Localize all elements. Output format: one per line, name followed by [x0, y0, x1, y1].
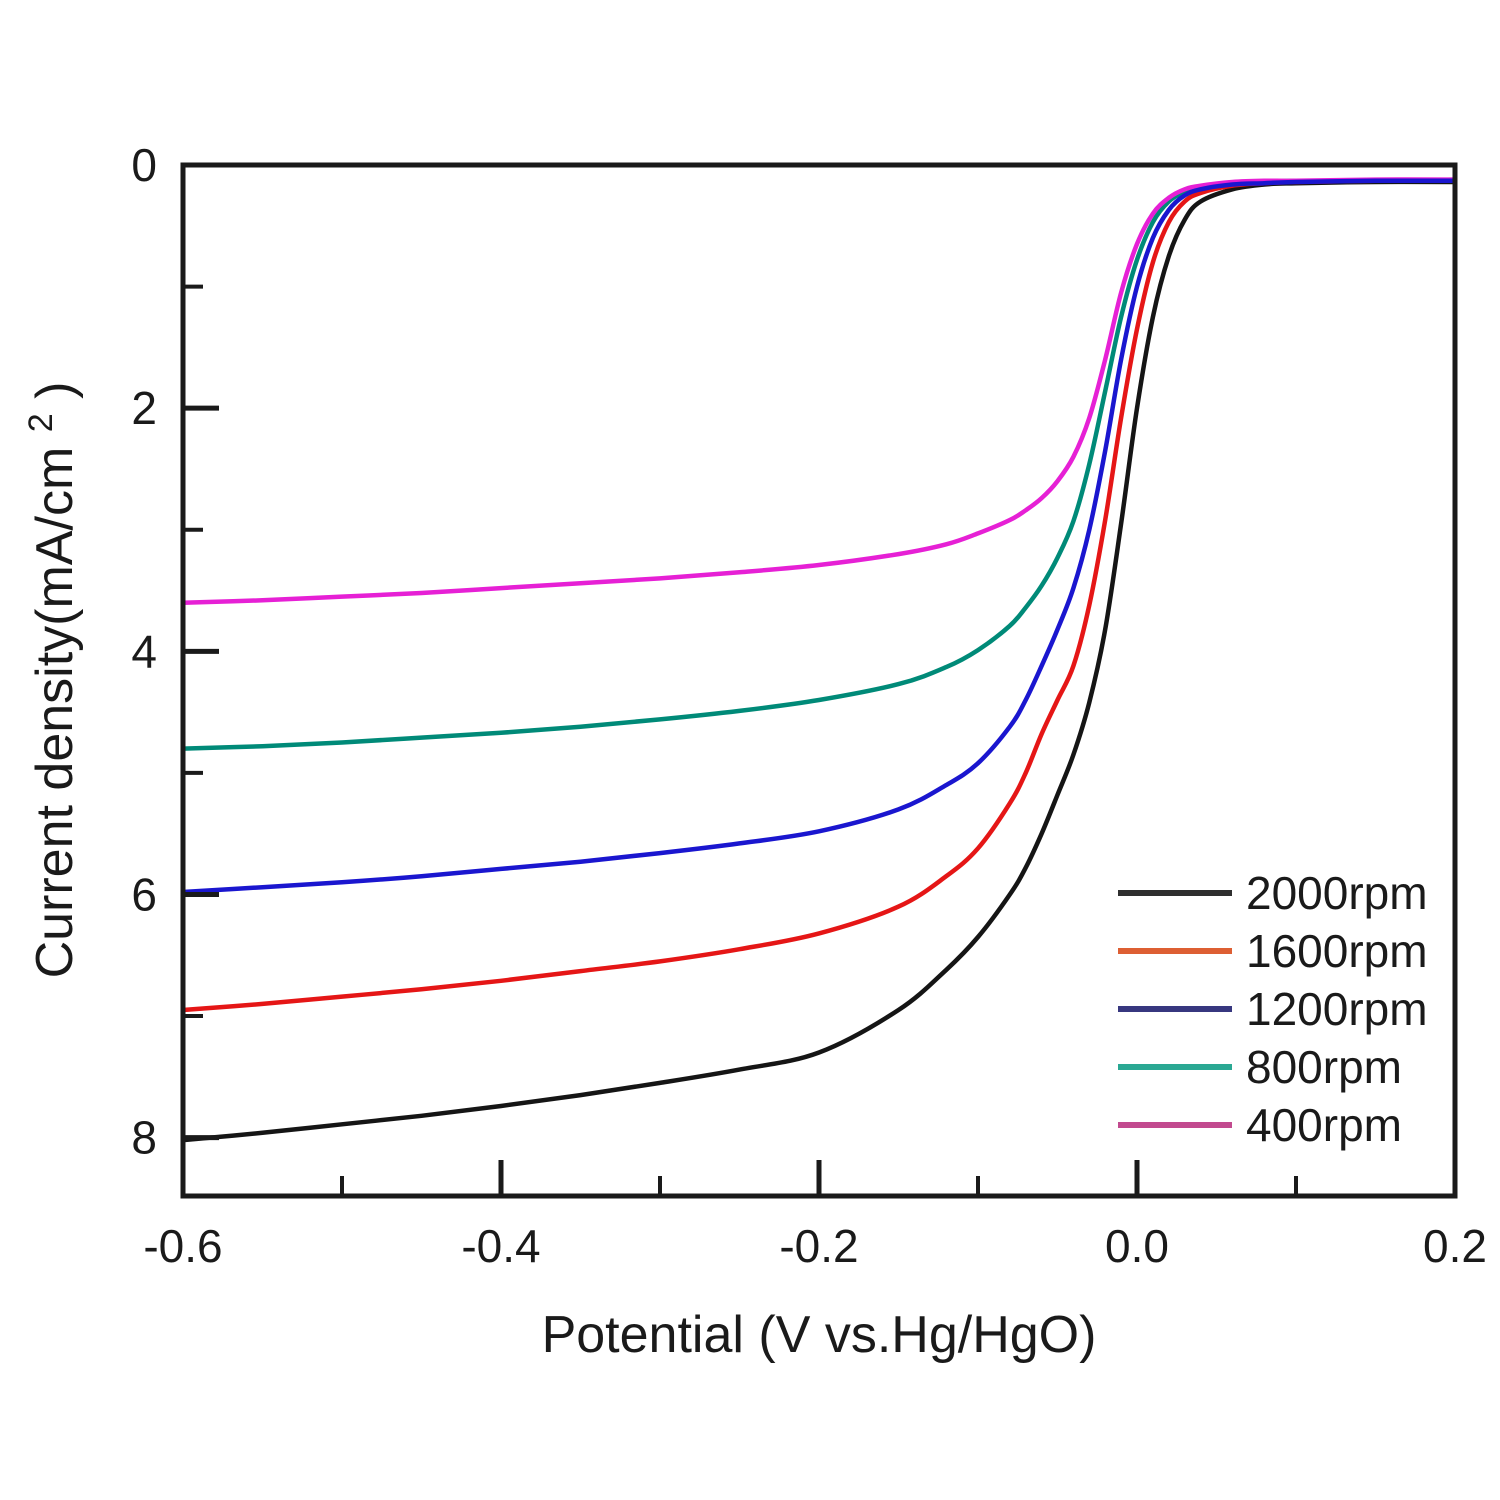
- y-tick-label-0: 0: [131, 139, 157, 191]
- x-tick-label-0.0: 0.0: [1105, 1220, 1169, 1272]
- x-tick-label--0.4: -0.4: [461, 1220, 540, 1272]
- y-tick-label-8: 8: [131, 1112, 157, 1164]
- legend-group: 2000rpm 1600rpm 1200rpm 800rpm 400rpm: [1118, 867, 1428, 1151]
- curve-1200rpm: [180, 178, 1458, 895]
- y-axis-title-superscript: 2: [22, 413, 60, 432]
- legend-item-1600rpm: 1600rpm: [1118, 925, 1428, 977]
- x-axis-title: Potential (V vs.Hg/HgO): [542, 1306, 1097, 1364]
- legend-item-800rpm: 800rpm: [1118, 1041, 1402, 1093]
- curve-800rpm: [180, 177, 1458, 751]
- legend-label-1600rpm: 1600rpm: [1246, 925, 1428, 977]
- legend-label-400rpm: 400rpm: [1246, 1099, 1402, 1151]
- y-tick-label-6: 6: [131, 868, 157, 920]
- y-tick-label-2: 2: [131, 382, 157, 434]
- legend-item-400rpm: 400rpm: [1118, 1099, 1402, 1151]
- y-tick-label-4: 4: [131, 625, 157, 677]
- x-tick-label--0.2: -0.2: [779, 1220, 858, 1272]
- legend-item-1200rpm: 1200rpm: [1118, 983, 1428, 1035]
- y-axis-title-main: Current density(mA/cm: [26, 447, 84, 979]
- legend-label-2000rpm: 2000rpm: [1246, 867, 1428, 919]
- curve-400rpm: [180, 177, 1458, 605]
- curves-group: [180, 177, 1458, 1143]
- legend-item-2000rpm: 2000rpm: [1118, 867, 1428, 919]
- tick-labels-group: -0.6 -0.4 -0.2 0.0 0.2 0 2 4 6 8: [131, 139, 1487, 1272]
- y-axis-title: Current density(mA/cm 2 ): [6, 382, 84, 979]
- axis-ticks-group: [180, 162, 1458, 1196]
- x-tick-label-0.2: 0.2: [1423, 1220, 1487, 1272]
- legend-label-800rpm: 800rpm: [1246, 1041, 1402, 1093]
- curve-2000rpm: [180, 179, 1458, 1143]
- y-axis-title-suffix: ): [26, 382, 84, 399]
- x-tick-label--0.6: -0.6: [143, 1220, 222, 1272]
- legend-label-1200rpm: 1200rpm: [1246, 983, 1428, 1035]
- curve-1600rpm: [180, 178, 1458, 1013]
